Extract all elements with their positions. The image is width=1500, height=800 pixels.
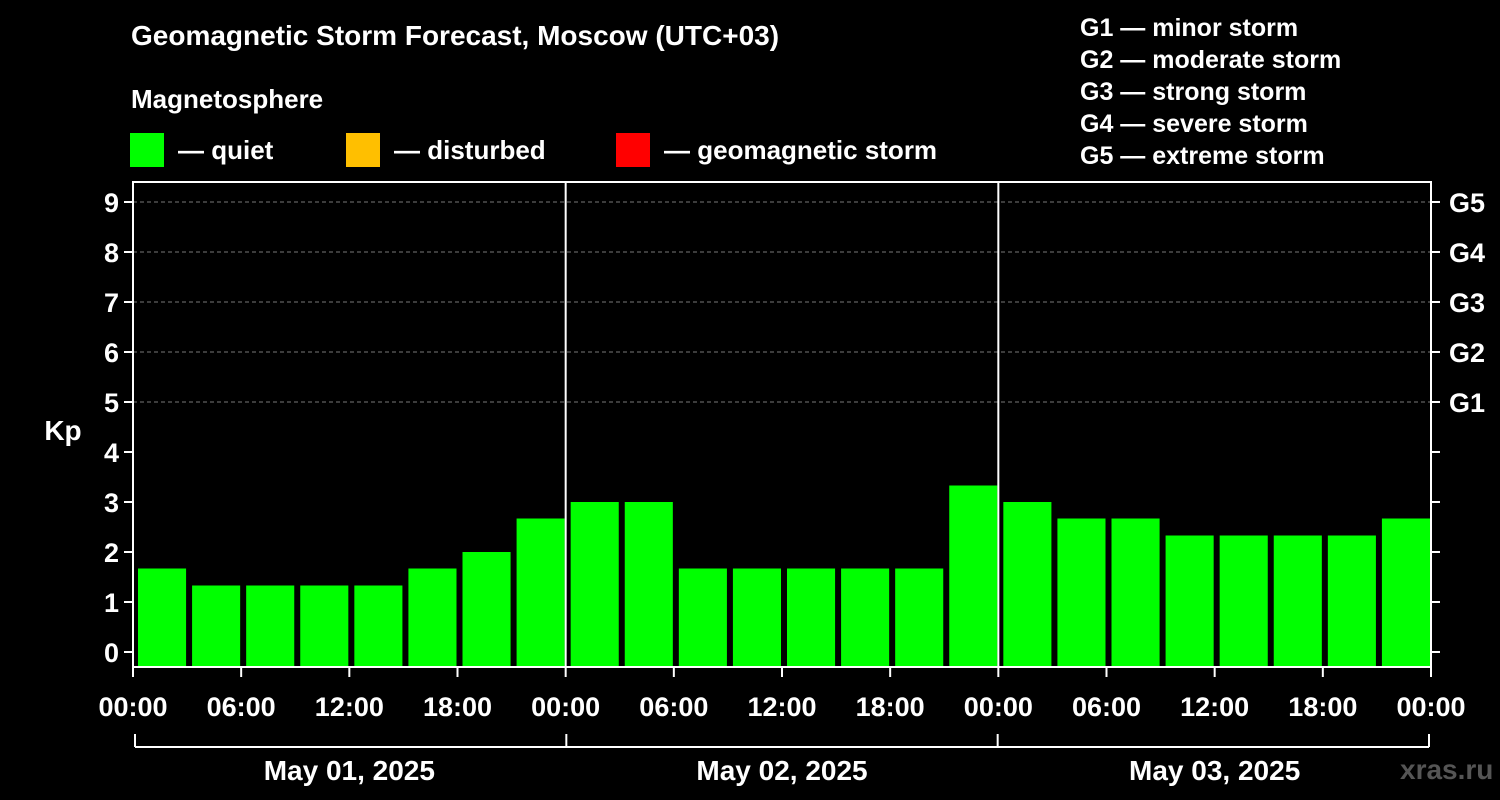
y-tick-label-5: 5: [104, 388, 119, 418]
y-tick-label-3: 3: [104, 488, 119, 518]
x-tick-label-0: 00:00: [98, 692, 167, 722]
kp-bar-16: [1003, 502, 1052, 667]
storm-level-g5: G5 — extreme storm: [1080, 142, 1325, 170]
y-tick-label-0: 0: [104, 638, 119, 668]
legend-swatch-storm: [616, 133, 650, 167]
kp-bar-5: [408, 568, 457, 667]
storm-level-g4: G4 — severe storm: [1080, 110, 1308, 138]
kp-bar-21: [1273, 535, 1322, 667]
kp-bar-13: [841, 568, 890, 667]
kp-bar-8: [570, 502, 619, 667]
y-tick-label-8: 8: [104, 238, 119, 268]
chart-subtitle: Magnetosphere: [131, 84, 324, 114]
x-tick-label-6: 12:00: [747, 692, 816, 722]
y-tick-label-1: 1: [104, 588, 119, 618]
kp-bar-11: [732, 568, 781, 667]
right-label-g5: G5: [1449, 188, 1485, 218]
x-tick-label-10: 12:00: [1180, 692, 1249, 722]
kp-bar-22: [1327, 535, 1376, 667]
kp-bar-10: [678, 568, 727, 667]
kp-bar-17: [1057, 518, 1106, 667]
storm-level-list: G1 — minor storm G2 — moderate storm G3 …: [1080, 12, 1341, 172]
y-tick-label-6: 6: [104, 338, 119, 368]
kp-bar-6: [462, 552, 511, 667]
x-tick-label-11: 18:00: [1288, 692, 1357, 722]
kp-bar-0: [138, 568, 187, 667]
x-tick-label-7: 18:00: [856, 692, 925, 722]
legend-label-quiet: — quiet: [178, 134, 274, 165]
kp-bar-18: [1111, 518, 1160, 667]
legend-item-quiet: — quiet: [130, 133, 273, 167]
y-axis-label: Kp: [44, 415, 81, 446]
y-tick-label-2: 2: [104, 538, 119, 568]
right-label-g2: G2: [1449, 338, 1485, 368]
storm-level-g1: G1 — minor storm: [1080, 14, 1299, 42]
right-label-g3: G3: [1449, 288, 1485, 318]
kp-bar-14: [895, 568, 944, 667]
x-tick-label-4: 00:00: [531, 692, 600, 722]
y-tick-label-7: 7: [104, 288, 119, 318]
legend-item-storm: — geomagnetic storm: [616, 133, 937, 167]
x-tick-label-2: 12:00: [315, 692, 384, 722]
storm-level-g2: G2 — moderate storm: [1080, 46, 1342, 74]
kp-bar-2: [246, 585, 295, 667]
day-label-0: May 01, 2025: [264, 755, 435, 786]
y-tick-label-9: 9: [104, 188, 119, 218]
legend-item-disturbed: — disturbed: [346, 133, 546, 167]
right-label-g4: G4: [1449, 238, 1485, 268]
legend-swatch-quiet: [130, 133, 164, 167]
kp-bar-19: [1165, 535, 1214, 667]
chart-title: Geomagnetic Storm Forecast, Moscow (UTC+…: [131, 20, 780, 51]
legend-swatch-disturbed: [346, 133, 380, 167]
x-tick-label-9: 06:00: [1072, 692, 1141, 722]
day-label-2: May 03, 2025: [1129, 755, 1300, 786]
x-tick-label-3: 18:00: [423, 692, 492, 722]
storm-level-g3: G3 — strong storm: [1080, 78, 1307, 106]
kp-bar-23: [1381, 518, 1430, 667]
right-label-g1: G1: [1449, 388, 1485, 418]
x-tick-label-8: 00:00: [964, 692, 1033, 722]
kp-bar-15: [949, 485, 998, 667]
kp-bar-3: [300, 585, 349, 667]
kp-bar-20: [1219, 535, 1268, 667]
legend-label-disturbed: — disturbed: [394, 134, 546, 165]
kp-bar-4: [354, 585, 403, 667]
y-tick-label-4: 4: [104, 438, 119, 468]
x-tick-label-1: 06:00: [207, 692, 276, 722]
day-label-1: May 02, 2025: [696, 755, 867, 786]
kp-bar-9: [624, 502, 673, 667]
legend-label-storm: — geomagnetic storm: [664, 134, 938, 165]
kp-bar-1: [192, 585, 241, 667]
kp-bar-12: [787, 568, 836, 667]
x-tick-label-12: 00:00: [1396, 692, 1465, 722]
watermark: xras.ru: [1400, 754, 1494, 785]
kp-bar-7: [516, 518, 565, 667]
x-tick-label-5: 06:00: [639, 692, 708, 722]
